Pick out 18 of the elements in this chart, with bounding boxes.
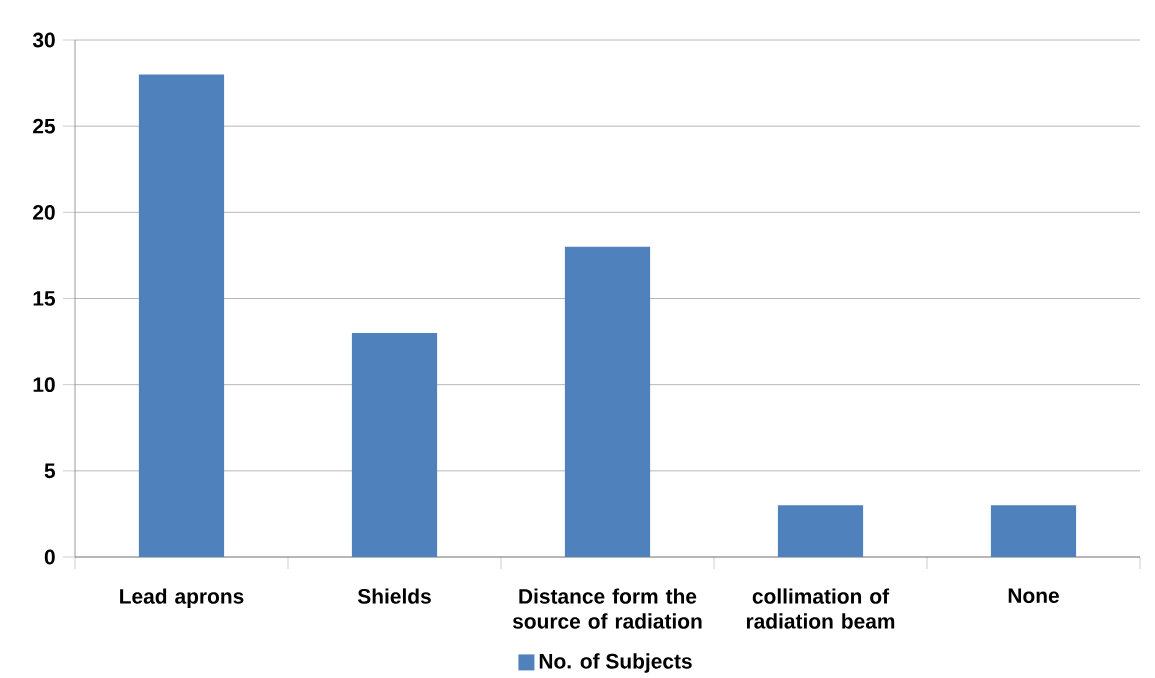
- y-tick-label: 5: [44, 463, 56, 479]
- legend-label: No. of Subjects: [539, 653, 692, 673]
- y-tick-label: 30: [32, 32, 55, 48]
- x-tick-label: None: [1008, 588, 1059, 603]
- bar: [138, 74, 225, 557]
- x-tick-label: collimation of radiation beam: [746, 588, 895, 629]
- y-tick-label: 25: [33, 118, 56, 134]
- bar: [990, 505, 1077, 557]
- y-tick-label: 10: [33, 377, 55, 393]
- x-tick-label: Lead aprons: [120, 588, 244, 608]
- y-tick-label: 15: [33, 291, 56, 306]
- x-tick-label: Shields: [357, 588, 431, 604]
- bar: [564, 246, 651, 557]
- bar: [777, 505, 864, 557]
- x-tick-label: Distance form the source of radiation: [512, 588, 702, 629]
- bar: [351, 332, 438, 557]
- y-tick-label: 0: [44, 549, 55, 565]
- y-tick-label: 20: [33, 204, 55, 220]
